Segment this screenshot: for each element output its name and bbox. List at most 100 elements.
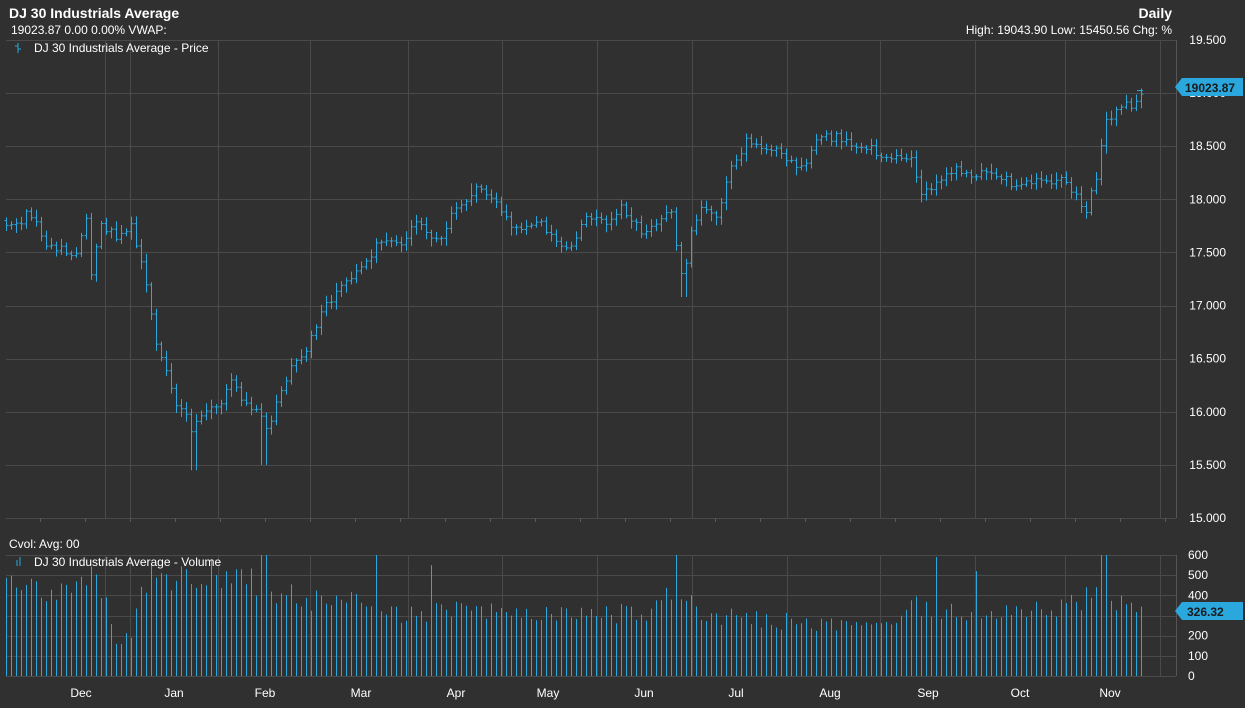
price-bar (324, 295, 329, 317)
price-bar (609, 211, 614, 231)
price-bar (999, 174, 1004, 185)
price-bar (1104, 111, 1109, 154)
price-bar (284, 376, 289, 395)
price-bar (874, 138, 879, 160)
price-bar (629, 207, 634, 229)
volume-header: Cvol: Avg: 00 (9, 537, 80, 551)
price-legend[interactable]: DJ 30 Industrials Average - Price (15, 41, 209, 55)
price-bar (394, 235, 399, 247)
price-bar (514, 224, 519, 236)
price-bar (279, 386, 284, 407)
price-bar (294, 358, 299, 373)
price-bar (664, 205, 669, 222)
price-bar (204, 403, 209, 421)
price-bar (184, 402, 189, 422)
price-bar (274, 394, 279, 426)
price-bar (1039, 171, 1044, 188)
price-bar (949, 167, 954, 182)
x-tick-label: Sep (917, 686, 939, 700)
price-bar (479, 184, 484, 193)
price-bar (499, 196, 504, 216)
price-last-tag: 19023.87 (1175, 78, 1243, 96)
price-bar (564, 241, 569, 251)
price-bar (589, 212, 594, 226)
price-bar (484, 185, 489, 201)
x-tick-label: Dec (70, 686, 91, 700)
price-bar (1094, 171, 1099, 195)
price-bar (684, 258, 689, 298)
price-bar (994, 168, 999, 180)
price-bar (509, 211, 514, 236)
price-bar (439, 235, 444, 246)
price-bar (124, 228, 129, 237)
price-bar (54, 241, 59, 257)
price-bar (749, 133, 754, 149)
price-bar (1129, 97, 1134, 112)
price-bar (909, 150, 914, 168)
price-bar (579, 219, 584, 241)
price-bar (679, 241, 684, 298)
price-bar (379, 239, 384, 251)
price-bar (914, 150, 919, 183)
price-bar (309, 330, 314, 359)
x-tick-label: May (537, 686, 560, 700)
price-bar (89, 212, 94, 280)
price-bar (814, 133, 819, 155)
price-bar (634, 218, 639, 231)
price-bar (429, 229, 434, 247)
price-bar (209, 399, 214, 420)
price-y-tick-label: 18.000 (1189, 192, 1226, 206)
price-bar (114, 221, 119, 242)
price-bar (824, 130, 829, 142)
price-bar (404, 231, 409, 251)
price-bar (494, 192, 499, 209)
quote-line: 19023.87 0.00 0.00% VWAP: (11, 23, 167, 37)
price-bar (734, 154, 739, 170)
price-bar (119, 225, 124, 244)
x-tick-label: Jun (634, 686, 653, 700)
price-bar (1064, 171, 1069, 185)
price-bar (1024, 177, 1029, 187)
price-bar (129, 216, 134, 240)
price-bar (99, 220, 104, 250)
price-bar (39, 216, 44, 242)
price-bar (724, 176, 729, 211)
price-bar (1084, 201, 1089, 219)
price-bar (1109, 110, 1114, 126)
volume-last-tag-label: 326.32 (1187, 605, 1224, 619)
price-bar (759, 136, 764, 155)
price-bar (774, 145, 779, 157)
price-bar (584, 212, 589, 228)
price-bar (489, 189, 494, 204)
price-bar (969, 169, 974, 184)
price-bar (199, 410, 204, 425)
price-last-tag-label: 19023.87 (1185, 81, 1235, 95)
price-bar (389, 237, 394, 248)
price-bar (1034, 172, 1039, 190)
price-bar (49, 237, 54, 250)
price-bar (469, 183, 474, 207)
volume-y-tick-label: 100 (1188, 649, 1208, 663)
price-bar (344, 277, 349, 293)
price-bar (69, 250, 74, 261)
frequency-label[interactable]: Daily (1138, 5, 1172, 21)
price-bar (619, 199, 624, 220)
price-bar (844, 131, 849, 146)
price-bar (94, 243, 99, 282)
date-x-axis: Dec Jan Feb Mar Apr May Jun Jul Aug Sep Oct Nov (40, 518, 1166, 700)
price-series (4, 88, 1144, 471)
price-bar (884, 154, 889, 163)
price-bar (834, 130, 839, 147)
price-last-tag-box (1175, 78, 1243, 96)
price-bar (639, 215, 644, 239)
price-bar (719, 198, 724, 225)
price-bar (549, 224, 554, 242)
volume-last-tag-box (1175, 602, 1243, 620)
price-bar (829, 130, 834, 146)
price-y-tick-label: 17.000 (1189, 299, 1226, 313)
price-bar (1019, 177, 1024, 190)
volume-legend[interactable]: DJ 30 Industrials Average - Volume (16, 555, 222, 569)
price-bar (624, 201, 629, 219)
price-bar (924, 181, 929, 201)
